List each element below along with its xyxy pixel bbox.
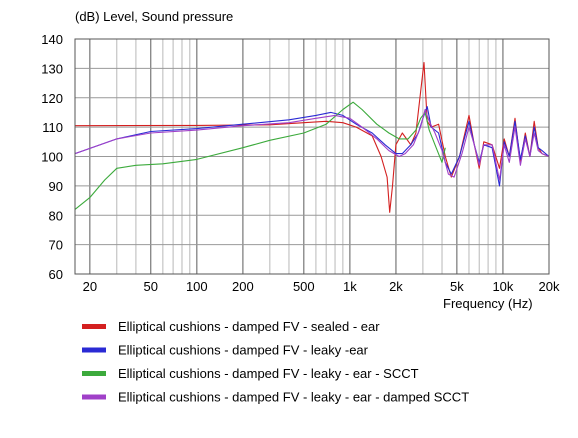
data-series [74, 61, 550, 213]
x-tick-label: 500 [293, 279, 315, 294]
x-tick-label: 20k [539, 279, 560, 294]
legend-label: Elliptical cushions - damped FV - leaky … [118, 343, 369, 358]
y-tick-label: 140 [41, 32, 63, 47]
x-tick-label: 100 [186, 279, 208, 294]
x-tick-label: 20 [83, 279, 97, 294]
legend: Elliptical cushions - damped FV - sealed… [82, 319, 469, 405]
chart-title: (dB) Level, Sound pressure [75, 9, 233, 24]
y-tick-label: 90 [49, 179, 63, 194]
series-line-3 [74, 101, 446, 210]
legend-swatch [82, 324, 106, 329]
legend-label: Elliptical cushions - damped FV - sealed… [118, 319, 380, 334]
y-tick-label: 120 [41, 91, 63, 106]
x-tick-label: 50 [144, 279, 158, 294]
series-line-2 [74, 106, 550, 187]
y-tick-label: 80 [49, 208, 63, 223]
legend-swatch [82, 371, 106, 376]
x-tick-label: 2k [389, 279, 403, 294]
x-tick-label: 200 [232, 279, 254, 294]
x-tick-label: 5k [450, 279, 464, 294]
y-tick-label: 70 [49, 238, 63, 253]
series-line-4 [74, 108, 550, 181]
y-tick-label: 130 [41, 61, 63, 76]
y-tick-label: 110 [42, 120, 63, 135]
x-tick-label: 1k [343, 279, 357, 294]
y-tick-label: 60 [49, 267, 63, 282]
y-axis-labels: 60 70 80 90 100 110 120 130 140 [41, 32, 63, 282]
y-tick-label: 100 [41, 150, 63, 165]
x-axis-labels: 20 50 100 200 500 1k 2k 5k 10k 20k [83, 279, 560, 294]
x-tick-label: 10k [492, 279, 513, 294]
legend-swatch [82, 347, 106, 353]
legend-label: Elliptical cushions - damped FV - leaky … [118, 390, 469, 405]
x-axis-title: Frequency (Hz) [443, 296, 533, 311]
legend-label: Elliptical cushions - damped FV - leaky … [118, 366, 419, 381]
plot-frame [74, 38, 550, 275]
legend-swatch [82, 394, 106, 400]
